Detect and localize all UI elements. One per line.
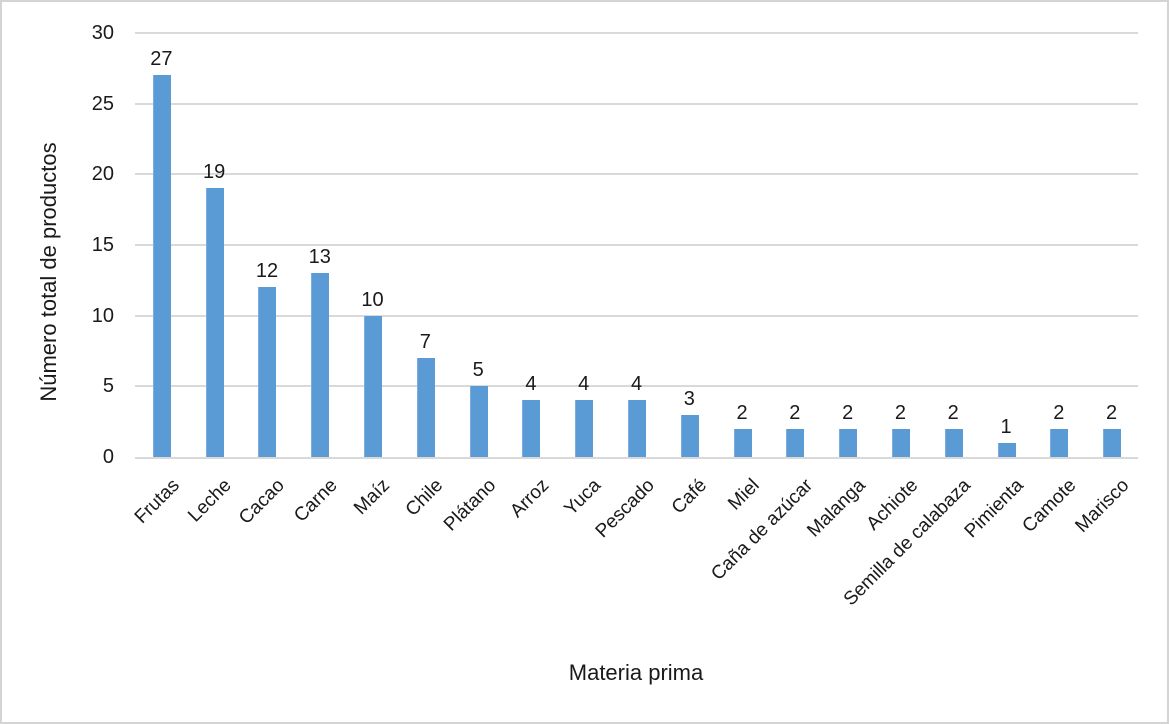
gridline <box>135 385 1138 388</box>
bar-2 <box>258 287 277 457</box>
x-tick-label: Arroz <box>505 475 553 522</box>
x-axis-title: Materia prima <box>568 660 704 685</box>
bar-10 <box>680 414 699 457</box>
gridline <box>135 173 1138 176</box>
y-tick-label: 20 <box>91 163 114 186</box>
value-label: 2 <box>736 401 748 424</box>
bar-14 <box>891 428 910 457</box>
y-axis-title: Número total de productos <box>36 142 61 402</box>
value-label: 13 <box>308 246 331 269</box>
bar-18 <box>1103 428 1122 457</box>
y-tick-label: 5 <box>102 375 114 398</box>
bar-6 <box>469 386 488 457</box>
bar-12 <box>786 428 805 457</box>
x-tick-label: Leche <box>184 475 237 527</box>
y-tick-label: 30 <box>91 22 114 44</box>
value-label: 2 <box>1053 401 1065 424</box>
value-label: 27 <box>150 48 173 71</box>
bar-3 <box>311 273 330 457</box>
value-label: 4 <box>525 373 537 396</box>
x-tick-label: Marisco <box>1071 475 1134 537</box>
x-tick-label: Plátano <box>439 475 500 536</box>
gridline <box>135 32 1138 34</box>
value-label: 12 <box>255 260 279 283</box>
x-tick-label: Carne <box>290 475 342 527</box>
bar-5 <box>416 358 435 457</box>
bar-1 <box>205 188 224 457</box>
gridline <box>135 102 1138 105</box>
bar-4 <box>364 315 383 457</box>
bar-16 <box>997 442 1016 457</box>
value-label: 4 <box>630 373 643 396</box>
value-label: 2 <box>789 401 801 424</box>
y-tick-label: 0 <box>102 446 114 468</box>
x-tick-label: Maíz <box>350 475 395 519</box>
value-label: 2 <box>842 401 854 424</box>
value-label: 1 <box>1000 415 1012 438</box>
x-tick-label: Frutas <box>130 475 184 528</box>
gridline <box>135 314 1138 317</box>
value-label: 2 <box>894 401 906 424</box>
bar-13 <box>839 428 858 457</box>
bar-17 <box>1050 428 1069 457</box>
x-tick-label: Cacao <box>235 475 289 529</box>
value-label: 2 <box>1106 401 1118 424</box>
x-tick-label: Café <box>667 475 712 519</box>
x-tick-label: Chile <box>401 475 448 521</box>
bar-8 <box>575 400 594 457</box>
bar-7 <box>522 400 541 457</box>
y-tick-label: 25 <box>91 92 114 115</box>
bar-0 <box>152 75 171 457</box>
value-label: 4 <box>578 373 590 396</box>
y-tick-label: 10 <box>91 304 114 327</box>
bar-9 <box>628 400 646 457</box>
x-tick-label: Camote <box>1018 475 1081 537</box>
x-tick-label: Yuca <box>560 475 606 520</box>
y-tick-label: 15 <box>91 234 114 256</box>
value-label: 2 <box>947 401 959 424</box>
value-label: 19 <box>203 161 226 184</box>
gridline <box>135 244 1138 246</box>
value-label: 7 <box>419 331 431 354</box>
bar-15 <box>944 428 963 457</box>
bar-11 <box>733 428 752 457</box>
x-tick-label: Miel <box>724 475 764 515</box>
value-label: 10 <box>361 288 384 311</box>
value-label: 3 <box>683 387 695 410</box>
plot-area: 27 19 12 13 10 7 5 4 4 4 3 2 2 2 2 2 1 2 2 <box>135 32 1138 459</box>
value-label: 5 <box>472 359 484 382</box>
